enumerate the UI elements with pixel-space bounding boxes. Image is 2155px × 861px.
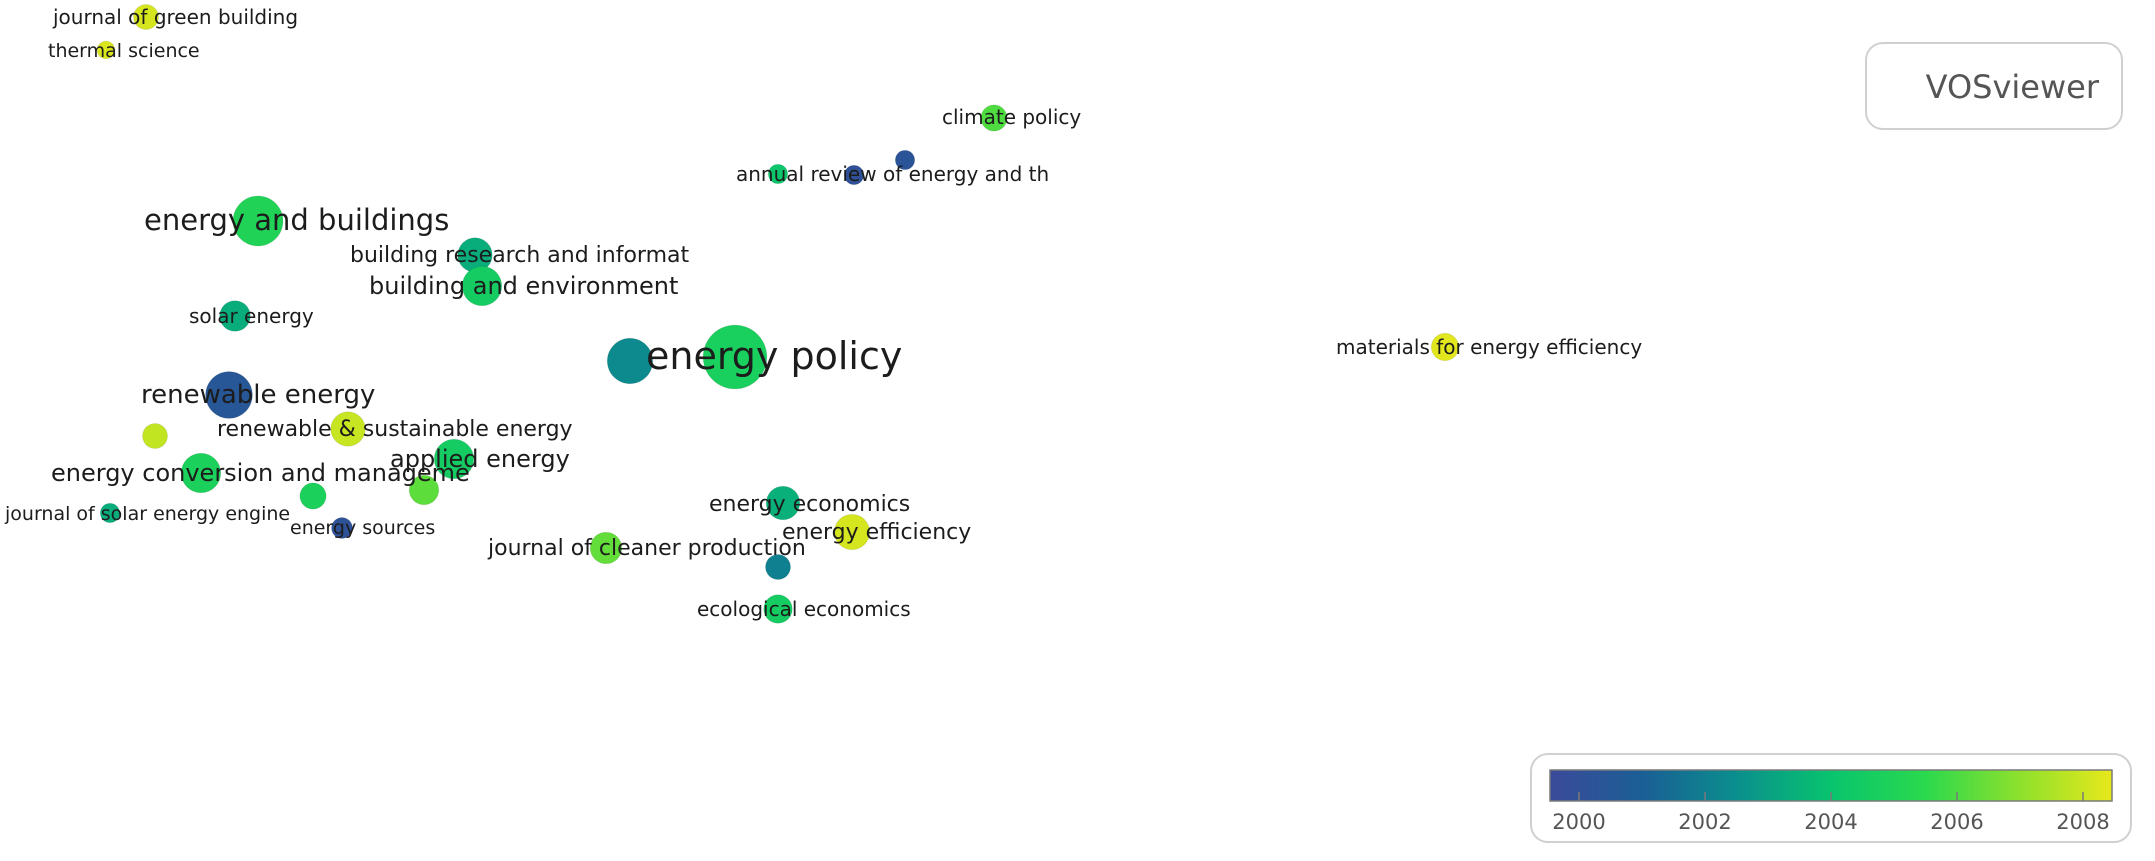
node-journal-of-cleaner-production[interactable] <box>589 531 623 565</box>
color-legend-scale: 2000 2002 2004 2006 2008 <box>1549 769 2113 834</box>
vosviewer-brand-box: VOSviewer <box>1865 42 2123 130</box>
node-label-applied-energy[interactable]: applied energy <box>390 445 570 473</box>
node-journal-of-green-building[interactable] <box>133 4 159 30</box>
node-label-journal-of-cleaner-production[interactable]: journal of cleaner production <box>487 536 806 561</box>
node-label-thermal-science[interactable]: thermal science <box>48 40 200 62</box>
node-energy-efficiency[interactable] <box>833 513 871 551</box>
node-label-renewable-energy[interactable]: renewable energy <box>141 380 375 410</box>
legend-ticks: 2000 2002 2004 2006 2008 <box>1552 792 2110 834</box>
legend-tick-label-2006: 2006 <box>1930 810 1983 834</box>
legend-tick-label-2000: 2000 <box>1552 810 1605 834</box>
node-label-journal-of-green-building[interactable]: journal of green building <box>52 5 298 29</box>
node-energy-conversion-and-manageme[interactable] <box>180 452 222 494</box>
node-label-materials-for-energy-efficiency[interactable]: materials for energy efficiency <box>1336 335 1642 359</box>
node-label-energy-policy[interactable]: energy policy <box>646 334 902 378</box>
node-energy-economics[interactable] <box>765 485 801 521</box>
node-unlabeled-15[interactable] <box>142 423 168 449</box>
node-materials-for-energy-efficiency[interactable] <box>1430 332 1460 362</box>
node-label-energy-efficiency[interactable]: energy efficiency <box>782 520 971 545</box>
node-label-energy-conversion-and-manageme[interactable]: energy conversion and manageme <box>51 459 470 487</box>
node-label-solar-energy[interactable]: solar energy <box>189 304 314 328</box>
node-applied-energy[interactable] <box>433 438 475 480</box>
node-unlabeled-25[interactable] <box>765 554 791 580</box>
node-building-and-environment[interactable] <box>461 265 503 307</box>
node-label-energy-economics[interactable]: energy economics <box>709 492 910 517</box>
node-label-journal-of-solar-energy-engine[interactable]: journal of solar energy engine <box>4 503 290 525</box>
node-label-climate-policy[interactable]: climate policy <box>942 105 1081 129</box>
legend-tick-label-2002: 2002 <box>1678 810 1731 834</box>
node-energy-and-buildings[interactable] <box>232 195 284 247</box>
node-unlabeled-11[interactable] <box>606 337 654 385</box>
node-climate-policy[interactable] <box>980 104 1008 132</box>
node-journal-of-solar-energy-engine[interactable] <box>99 502 121 524</box>
color-legend: 2000 2002 2004 2006 2008 <box>1530 753 2132 843</box>
node-annual-review-of-energy-and-th[interactable] <box>843 164 865 186</box>
node-label-annual-review-of-energy-and-th[interactable]: annual review of energy and th <box>736 162 1049 186</box>
legend-tick-label-2004: 2004 <box>1804 810 1857 834</box>
node-solar-energy[interactable] <box>219 300 251 332</box>
legend-tick-label-2008: 2008 <box>2056 810 2109 834</box>
node-label-building-and-environment[interactable]: building and environment <box>369 272 678 300</box>
node-renewable-energy[interactable] <box>205 371 253 419</box>
node-renewable-and-sustainable-energy[interactable] <box>330 411 366 447</box>
vosviewer-logo-text: VOSviewer <box>1925 68 2099 106</box>
node-unlabeled-5[interactable] <box>767 163 789 185</box>
node-energy-policy[interactable] <box>702 324 768 390</box>
node-label-building-research-and-informat[interactable]: building research and informat <box>350 243 689 268</box>
node-label-ecological-economics[interactable]: ecological economics <box>697 597 911 621</box>
node-unlabeled-3[interactable] <box>894 149 916 171</box>
node-ecological-economics[interactable] <box>763 594 793 624</box>
node-thermal-science[interactable] <box>96 40 116 60</box>
node-label-renewable-and-sustainable-energy[interactable]: renewable & sustainable energy <box>217 417 573 442</box>
node-energy-sources[interactable] <box>331 517 353 539</box>
nodes-layer: journal of green building thermal science… <box>4 4 1642 624</box>
node-label-energy-and-buildings[interactable]: energy and buildings <box>144 203 449 237</box>
node-unlabeled-19[interactable] <box>408 474 440 506</box>
node-unlabeled-18[interactable] <box>299 482 327 510</box>
node-label-energy-sources[interactable]: energy sources <box>290 517 435 539</box>
